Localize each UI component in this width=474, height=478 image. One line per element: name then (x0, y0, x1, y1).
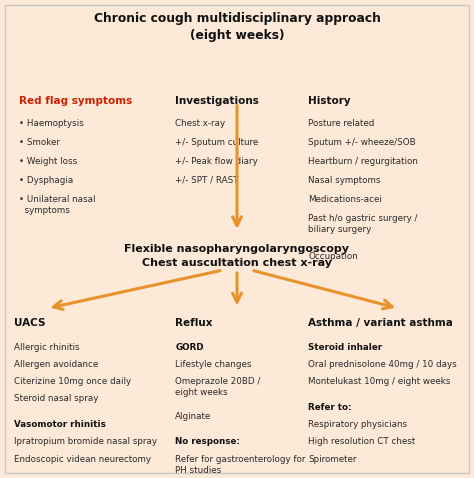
Text: UACS: UACS (14, 318, 46, 328)
Text: • Weight loss: • Weight loss (19, 157, 77, 166)
Text: Sputum +/- wheeze/SOB: Sputum +/- wheeze/SOB (308, 138, 416, 147)
Text: • Haemoptysis: • Haemoptysis (19, 119, 84, 128)
Text: +/- SPT / RAST: +/- SPT / RAST (175, 176, 239, 185)
Text: Alginate: Alginate (175, 412, 211, 421)
Text: Allergen avoidance: Allergen avoidance (14, 360, 99, 369)
Text: • Smoker: • Smoker (19, 138, 60, 147)
Text: Asthma / variant asthma: Asthma / variant asthma (308, 318, 453, 328)
Text: Steroid nasal spray: Steroid nasal spray (14, 394, 99, 403)
Text: Nasal symptoms: Nasal symptoms (308, 176, 381, 185)
Text: No response:: No response: (175, 437, 240, 446)
Text: Posture related: Posture related (308, 119, 374, 128)
Text: Montelukast 10mg / eight weeks: Montelukast 10mg / eight weeks (308, 377, 450, 386)
Text: Medications-acei: Medications-acei (308, 195, 382, 204)
Text: Spirometer: Spirometer (308, 455, 356, 464)
Text: Chronic cough multidisciplinary approach
(eight weeks): Chronic cough multidisciplinary approach… (93, 12, 381, 42)
Text: Allergic rhinitis: Allergic rhinitis (14, 343, 80, 352)
Text: Steroid inhaler: Steroid inhaler (308, 343, 382, 352)
Text: • Dysphagia: • Dysphagia (19, 176, 73, 185)
Text: Occupation: Occupation (308, 252, 358, 261)
Text: Reflux: Reflux (175, 318, 213, 328)
Text: Oral prednisolone 40mg / 10 days: Oral prednisolone 40mg / 10 days (308, 360, 457, 369)
Text: • Unilateral nasal
  symptoms: • Unilateral nasal symptoms (19, 195, 95, 215)
Text: Endoscopic videan neurectomy: Endoscopic videan neurectomy (14, 455, 151, 464)
Text: Citerizine 10mg once daily: Citerizine 10mg once daily (14, 377, 131, 386)
Text: +/- Peak flow diary: +/- Peak flow diary (175, 157, 258, 166)
Text: Respiratory physicians: Respiratory physicians (308, 420, 407, 429)
Text: Refer for gastroenterology for
PH studies: Refer for gastroenterology for PH studie… (175, 455, 306, 475)
Text: GORD: GORD (175, 343, 204, 352)
Text: Red flag symptoms: Red flag symptoms (19, 96, 132, 106)
Text: Past h/o gastric surgery /
biliary surgery: Past h/o gastric surgery / biliary surge… (308, 214, 418, 234)
Text: High resolution CT chest: High resolution CT chest (308, 437, 415, 446)
Text: Vasomotor rhinitis: Vasomotor rhinitis (14, 420, 106, 429)
Text: Refer to:: Refer to: (308, 403, 352, 412)
Text: Heartburn / regurgitation: Heartburn / regurgitation (308, 157, 418, 166)
Text: +/- Sputum culture: +/- Sputum culture (175, 138, 259, 147)
Text: Flexible nasopharyngolaryngoscopy
Chest auscultation chest x-ray: Flexible nasopharyngolaryngoscopy Chest … (125, 244, 349, 268)
Text: Chest x-ray: Chest x-ray (175, 119, 226, 128)
Text: Omeprazole 20BD /
eight weeks: Omeprazole 20BD / eight weeks (175, 377, 261, 397)
Text: Ipratropium bromide nasal spray: Ipratropium bromide nasal spray (14, 437, 157, 446)
Text: Investigations: Investigations (175, 96, 259, 106)
Text: Lifestyle changes: Lifestyle changes (175, 360, 252, 369)
Text: History: History (308, 96, 351, 106)
